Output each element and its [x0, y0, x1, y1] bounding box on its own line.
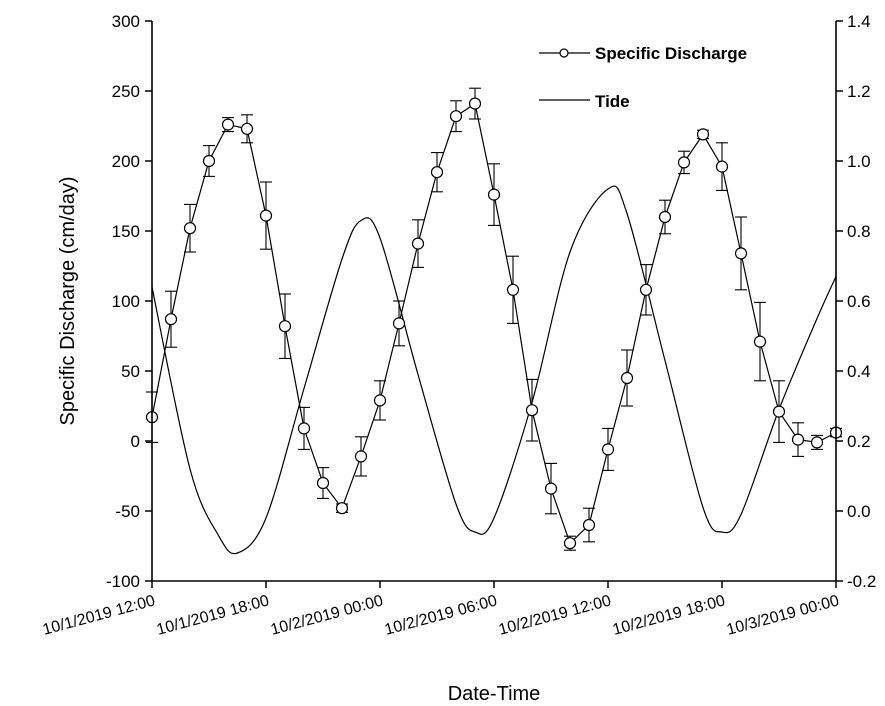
tide-series [151, 185, 837, 555]
y-axis-title: Specific Discharge (cm/day) [57, 177, 79, 426]
data-point [544, 482, 558, 495]
y2-tick-label: 0.8 [847, 222, 871, 241]
data-point [525, 404, 539, 417]
data-point [772, 405, 786, 418]
data-point [582, 518, 596, 532]
legend-label-tide: Tide [595, 92, 630, 111]
data-point [791, 433, 805, 446]
legend: Specific Discharge Tide [539, 44, 747, 111]
y-tick-label: -100 [106, 572, 140, 591]
data-point [810, 436, 824, 449]
data-point [221, 118, 235, 131]
y2-tick-label: 1.2 [847, 82, 871, 101]
y-tick-label: 0 [131, 432, 140, 451]
data-point [297, 422, 311, 435]
data-point [620, 371, 634, 385]
ticks: -100 -50 0 50 100 150 200 250 300 -0.2 0.0 0.2 0.4 0.… [41, 12, 876, 639]
data-point [677, 156, 691, 169]
plot-area [145, 87, 843, 555]
data-point [202, 154, 216, 168]
data-point [487, 188, 501, 201]
data-point [753, 335, 767, 348]
data-point [373, 394, 387, 407]
data-point [164, 313, 178, 326]
y2-tick-label: -0.2 [847, 572, 876, 591]
x-tick-label: 10/3/2019 00:00 [725, 592, 841, 638]
data-point [278, 320, 292, 333]
data-point [563, 537, 577, 550]
x-tick-label: 10/2/2019 06:00 [383, 592, 499, 638]
tide-line [151, 185, 837, 555]
legend-discharge-marker [559, 48, 569, 58]
specific-discharge-series [145, 87, 843, 551]
data-point [734, 247, 748, 260]
x-tick-label: 10/2/2019 18:00 [611, 592, 727, 638]
y-tick-label: 150 [112, 222, 140, 241]
y-tick-label: 250 [112, 82, 140, 101]
data-point [506, 283, 520, 296]
legend-label-specific-discharge: Specific Discharge [595, 44, 747, 63]
y-tick-label: 100 [112, 292, 140, 311]
y2-tick-label: 1.4 [847, 12, 871, 31]
data-point [259, 209, 273, 222]
data-point [468, 97, 482, 110]
y2-tick-label: 1.0 [847, 152, 871, 171]
data-point [601, 443, 615, 456]
axes [151, 21, 837, 582]
x-tick-label: 10/1/2019 12:00 [41, 592, 157, 638]
data-point [449, 110, 463, 123]
y-tick-label: -50 [115, 502, 140, 521]
x-tick-label: 10/2/2019 12:00 [497, 592, 613, 638]
data-point [354, 450, 368, 463]
y2-tick-label: 0.6 [847, 292, 871, 311]
data-point [183, 222, 197, 235]
y2-tick-label: 0.4 [847, 362, 871, 381]
y-tick-label: 300 [112, 12, 140, 31]
y-tick-label: 200 [112, 152, 140, 171]
data-point [392, 317, 406, 330]
data-point [411, 237, 425, 250]
y2-tick-label: 0.0 [847, 502, 871, 521]
data-point [430, 166, 444, 179]
data-point [335, 502, 349, 515]
data-point [658, 210, 672, 224]
x-axis-title: Date-Time [448, 683, 541, 705]
data-point [240, 122, 254, 135]
y-tick-label: 50 [121, 362, 140, 381]
x-tick-label: 10/1/2019 18:00 [155, 592, 271, 638]
data-point [639, 283, 653, 296]
x-tick-label: 10/2/2019 00:00 [269, 592, 385, 638]
data-point [715, 160, 729, 173]
data-point [316, 476, 330, 490]
y2-tick-label: 0.2 [847, 432, 871, 451]
data-point [696, 128, 710, 141]
